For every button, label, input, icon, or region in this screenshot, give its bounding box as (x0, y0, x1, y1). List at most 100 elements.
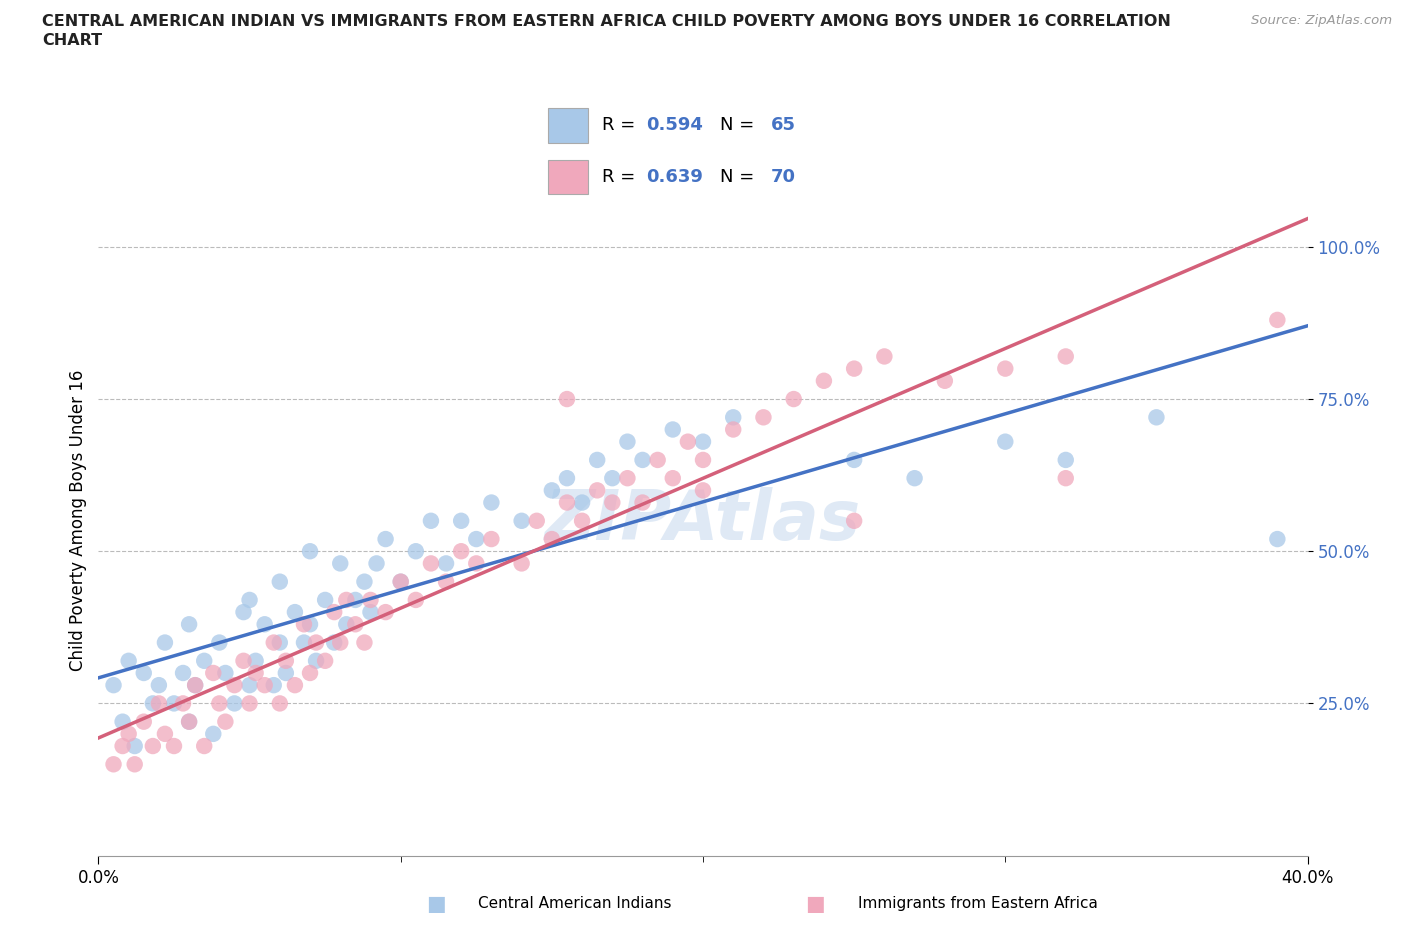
Text: CHART: CHART (42, 33, 103, 47)
Point (616, 434, 638, 449)
Point (284, 678, 307, 693)
Point (1054, 471, 1077, 485)
Point (184, 678, 207, 693)
Point (1054, 453, 1077, 468)
Bar (548, 108, 588, 142)
Point (631, 453, 654, 468)
Text: R =: R = (602, 167, 641, 186)
Point (1265, 312, 1288, 327)
Point (692, 453, 714, 468)
Point (1054, 349, 1077, 364)
Point (844, 453, 866, 468)
Point (335, 592, 357, 607)
Point (934, 373, 956, 388)
Point (253, 617, 276, 631)
Point (299, 666, 322, 681)
Point (873, 349, 896, 364)
Point (177, 714, 201, 729)
Point (232, 604, 254, 619)
Point (692, 434, 714, 449)
Y-axis label: Child Poverty Among Boys Under 16: Child Poverty Among Boys Under 16 (69, 370, 87, 671)
Point (214, 666, 236, 681)
Text: R =: R = (602, 116, 641, 135)
Point (389, 574, 412, 589)
Point (292, 617, 315, 631)
Point (232, 654, 254, 669)
Point (405, 592, 427, 607)
Point (450, 544, 472, 559)
Point (510, 513, 533, 528)
Point (153, 635, 176, 650)
Text: ■: ■ (806, 894, 825, 914)
Point (602, 495, 624, 510)
Bar (548, 160, 588, 194)
Point (118, 654, 141, 669)
Point (366, 556, 388, 571)
Text: N =: N = (720, 167, 759, 186)
Text: 0.594: 0.594 (645, 116, 703, 135)
Point (434, 556, 457, 571)
Point (692, 483, 714, 498)
Point (481, 495, 503, 510)
Point (202, 666, 225, 681)
Text: 70: 70 (770, 167, 796, 186)
Point (239, 678, 262, 693)
Point (269, 696, 291, 711)
Point (132, 666, 155, 681)
Point (721, 410, 744, 425)
Point (299, 617, 322, 631)
Point (224, 678, 246, 693)
Point (360, 592, 382, 607)
Point (555, 471, 578, 485)
Point (163, 696, 186, 711)
Point (208, 696, 231, 711)
Point (721, 422, 744, 437)
Point (284, 604, 307, 619)
Point (813, 373, 835, 388)
Point (353, 635, 375, 650)
Point (353, 574, 375, 589)
Point (374, 604, 396, 619)
Point (274, 666, 297, 681)
Point (314, 592, 336, 607)
Point (661, 422, 683, 437)
Point (118, 726, 141, 741)
Point (602, 471, 624, 485)
Point (103, 757, 125, 772)
Text: ■: ■ (426, 894, 446, 914)
Point (405, 544, 427, 559)
Point (1144, 410, 1167, 425)
Point (245, 654, 267, 669)
Point (647, 453, 669, 468)
Point (153, 726, 176, 741)
Point (124, 757, 146, 772)
Point (214, 714, 236, 729)
Point (661, 471, 683, 485)
Point (163, 738, 186, 753)
Point (465, 532, 488, 547)
Point (752, 410, 775, 425)
Point (172, 666, 194, 681)
Point (526, 513, 548, 528)
Text: Source: ZipAtlas.com: Source: ZipAtlas.com (1251, 14, 1392, 27)
Point (344, 592, 367, 607)
Point (224, 696, 246, 711)
Point (616, 471, 638, 485)
Point (299, 544, 322, 559)
Point (419, 513, 441, 528)
Point (245, 666, 267, 681)
Point (263, 635, 285, 650)
Point (360, 604, 382, 619)
Point (419, 556, 441, 571)
Point (329, 556, 352, 571)
Point (172, 696, 194, 711)
Text: N =: N = (720, 116, 759, 135)
Point (103, 678, 125, 693)
Point (263, 678, 285, 693)
Point (323, 604, 346, 619)
Point (555, 392, 578, 406)
Point (335, 617, 357, 631)
Point (184, 678, 207, 693)
Point (142, 738, 165, 753)
Point (481, 532, 503, 547)
